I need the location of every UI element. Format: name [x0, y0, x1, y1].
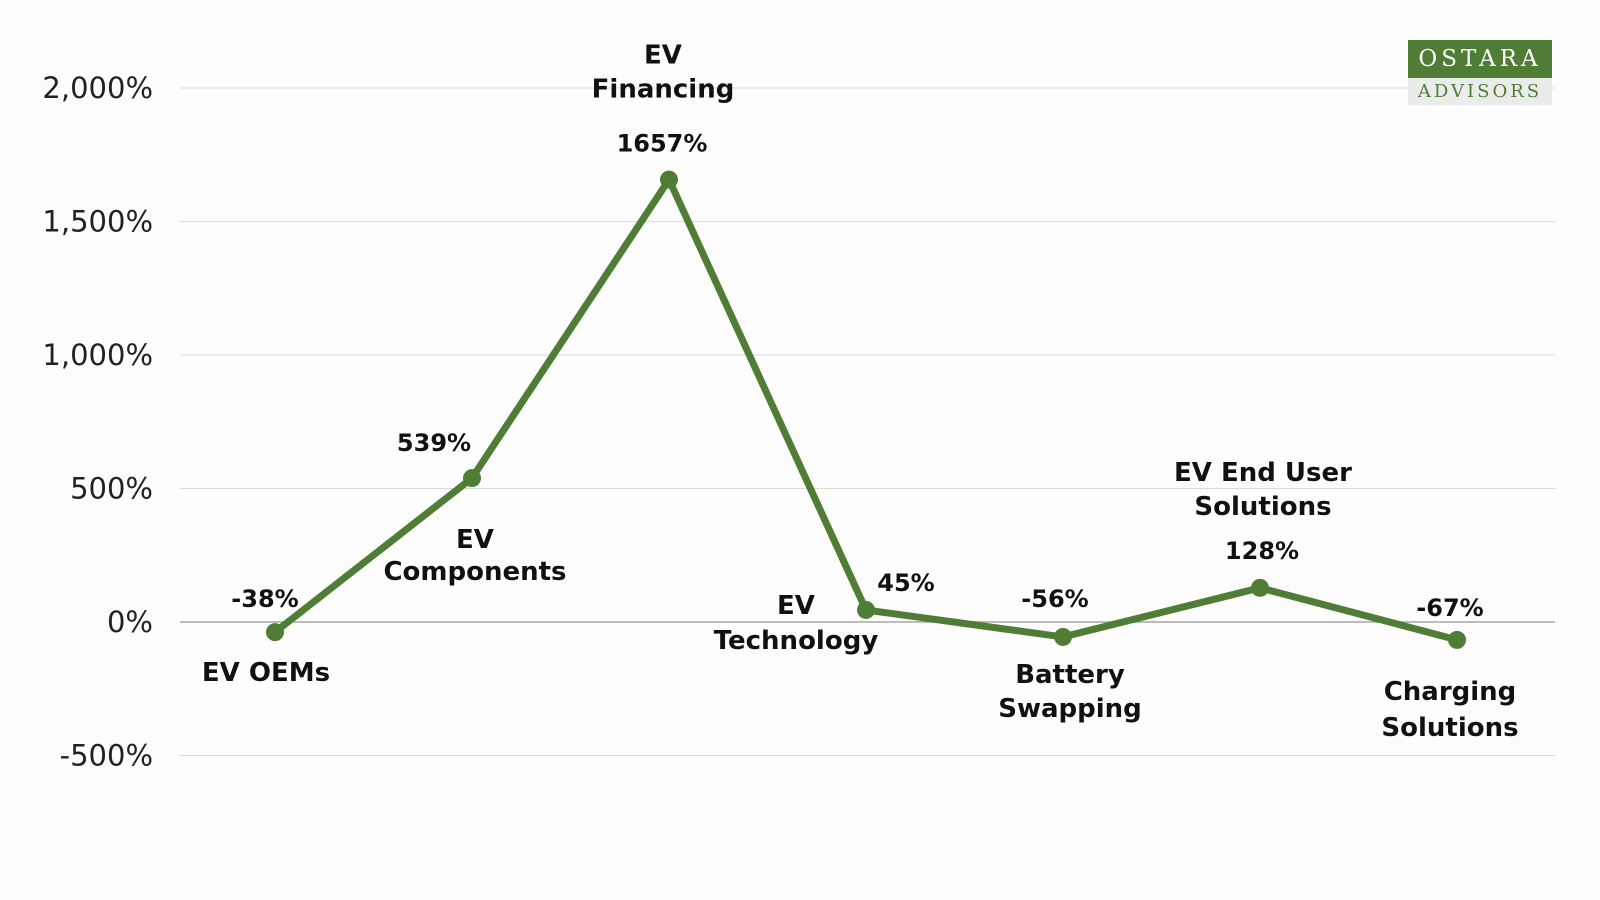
category-label-line: Charging [1384, 677, 1517, 707]
category-label: Battery Swapping [998, 660, 1142, 724]
category-label-line: Swapping [998, 694, 1142, 724]
data-point [1054, 627, 1072, 646]
category-label-line: EV [456, 525, 494, 555]
category-label-line: Components [383, 557, 566, 587]
category-label-line: Technology [714, 626, 879, 656]
category-label-line: EV [644, 41, 682, 71]
category-label-line: Solutions [1381, 713, 1518, 743]
data-point [1448, 630, 1466, 649]
category-label: EV End User Solutions [1174, 458, 1352, 522]
data-value-label: 1657% [617, 130, 708, 158]
y-tick-label: 2,000% [42, 71, 153, 105]
y-tick-label: 1,000% [42, 338, 153, 372]
y-tick-label: -500% [60, 739, 153, 773]
data-point [1251, 578, 1269, 597]
category-label: EV OEMs [202, 658, 330, 688]
data-value-label: 539% [397, 429, 471, 457]
category-label: EV Financing [592, 41, 735, 105]
data-value-label: -56% [1021, 585, 1088, 613]
data-value-label: 45% [877, 569, 934, 597]
category-label-line: Solutions [1194, 492, 1331, 522]
series-line-group [266, 170, 1466, 649]
data-point [857, 600, 875, 619]
y-tick-label: 1,500% [42, 205, 153, 239]
category-label-line: Battery [1015, 660, 1125, 690]
logo-bottom-text: ADVISORS [1408, 78, 1552, 105]
data-value-label: -67% [1416, 594, 1483, 622]
y-axis-ticks: -500% 0% 500% 1,000% 1,500% 2,000% [42, 71, 153, 773]
category-label-line: EV End User [1174, 458, 1352, 488]
y-tick-label: 500% [70, 472, 153, 506]
data-value-label: -38% [231, 585, 298, 613]
category-label: EV Technology [714, 591, 879, 656]
category-label-line: EV [777, 591, 815, 621]
data-point [660, 170, 678, 189]
y-tick-label: 0% [107, 605, 153, 639]
ostara-advisors-logo: OSTARA ADVISORS [1408, 40, 1552, 105]
data-point [266, 623, 284, 642]
data-point [463, 469, 481, 488]
data-value-label: 128% [1225, 537, 1299, 565]
category-label-line: EV OEMs [202, 658, 330, 688]
gridlines [180, 87, 1555, 756]
category-label-line: Financing [592, 75, 735, 105]
category-label: EV Components [383, 525, 566, 587]
logo-top-text: OSTARA [1408, 40, 1552, 78]
category-label: Charging Solutions [1381, 677, 1518, 743]
